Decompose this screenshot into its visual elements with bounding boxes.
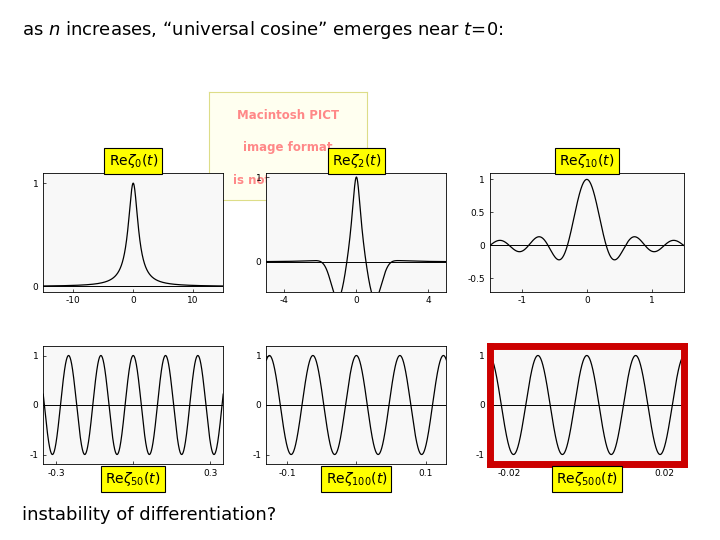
Text: Re$\zeta_{100}(t)$: Re$\zeta_{100}(t)$ [325,470,387,488]
Text: Re$\zeta_{50}(t)$: Re$\zeta_{50}(t)$ [105,470,161,488]
Text: Re$\zeta_{2}(t)$: Re$\zeta_{2}(t)$ [332,152,381,170]
Text: Re$\zeta_{0}(t)$: Re$\zeta_{0}(t)$ [109,152,158,170]
Text: is not supported: is not supported [233,174,343,187]
Text: Macintosh PICT: Macintosh PICT [237,109,339,122]
Text: Re$\zeta_{10}(t)$: Re$\zeta_{10}(t)$ [559,152,615,170]
Text: instability of differentiation?: instability of differentiation? [22,506,276,524]
Text: Re$\zeta_{500}(t)$: Re$\zeta_{500}(t)$ [556,470,618,488]
Text: as $n$ increases, “universal cosine” emerges near $t$=0:: as $n$ increases, “universal cosine” eme… [22,19,503,41]
Text: image format: image format [243,141,333,154]
